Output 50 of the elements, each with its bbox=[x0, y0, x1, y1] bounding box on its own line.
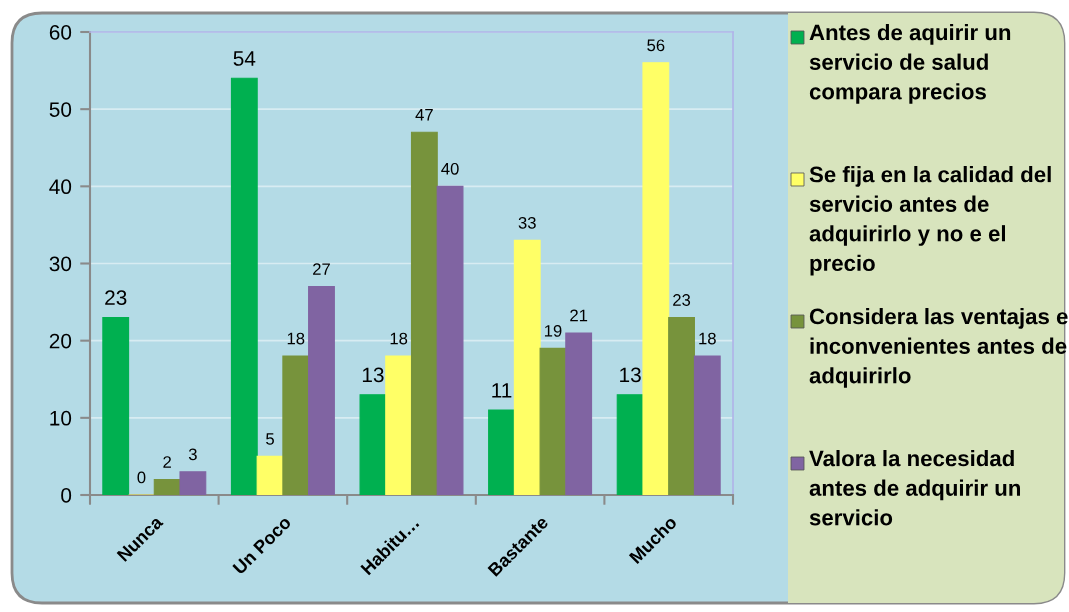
bar bbox=[488, 409, 515, 495]
bar bbox=[359, 394, 387, 495]
data-label: 40 bbox=[441, 162, 459, 175]
y-tick-label: 40 bbox=[49, 179, 72, 195]
legend-label: Considera las ventajas e inconvenientes antes de adquirirlo bbox=[809, 308, 1068, 388]
y-tick-label: 50 bbox=[49, 102, 72, 117]
data-label: 13 bbox=[620, 367, 641, 383]
bar bbox=[153, 479, 181, 495]
data-label: 18 bbox=[699, 332, 716, 345]
data-label: 19 bbox=[544, 324, 562, 337]
y-tick-label: 30 bbox=[49, 256, 72, 272]
data-label: 27 bbox=[313, 263, 330, 275]
data-label: 18 bbox=[390, 332, 408, 345]
data-label: 47 bbox=[415, 109, 433, 121]
y-tick-label: 60 bbox=[49, 25, 72, 40]
bar bbox=[385, 355, 413, 495]
bar bbox=[410, 131, 438, 495]
legend-label: Se fija en la calidad del servicio antes de adquirirlo y no e el precio bbox=[809, 166, 1051, 276]
y-tick-label: 10 bbox=[50, 410, 72, 426]
data-label: 18 bbox=[287, 332, 305, 345]
data-label: 5 bbox=[266, 433, 274, 445]
data-label: 54 bbox=[233, 51, 256, 66]
y-tick-label: 0 bbox=[61, 488, 72, 503]
bar bbox=[282, 355, 310, 495]
bar bbox=[642, 62, 670, 495]
data-label: 0 bbox=[137, 471, 146, 484]
data-label: 2 bbox=[163, 456, 171, 468]
legend-label: Antes de aquirir un servicio de salud compara precios bbox=[809, 24, 1011, 104]
data-label: 33 bbox=[518, 216, 536, 229]
bar bbox=[230, 77, 258, 495]
data-label: 13 bbox=[362, 367, 384, 383]
bar bbox=[436, 185, 464, 495]
bar bbox=[565, 332, 593, 495]
data-label: 21 bbox=[570, 309, 588, 322]
bar bbox=[539, 347, 567, 495]
data-label: 23 bbox=[673, 294, 691, 306]
data-label: 3 bbox=[188, 448, 197, 461]
bar bbox=[308, 286, 335, 495]
data-label: 56 bbox=[647, 39, 665, 52]
bar bbox=[693, 355, 721, 495]
bar bbox=[256, 455, 284, 495]
bar bbox=[102, 316, 130, 495]
bar bbox=[513, 239, 541, 495]
y-tick-label: 20 bbox=[49, 333, 72, 349]
legend-label: Valora la necesidad antes de adquirir un servicio bbox=[809, 450, 1020, 526]
data-label: 11 bbox=[492, 383, 512, 398]
bar bbox=[668, 316, 695, 495]
data-label: 23 bbox=[105, 290, 127, 306]
bar bbox=[179, 471, 207, 495]
bar bbox=[616, 394, 644, 495]
